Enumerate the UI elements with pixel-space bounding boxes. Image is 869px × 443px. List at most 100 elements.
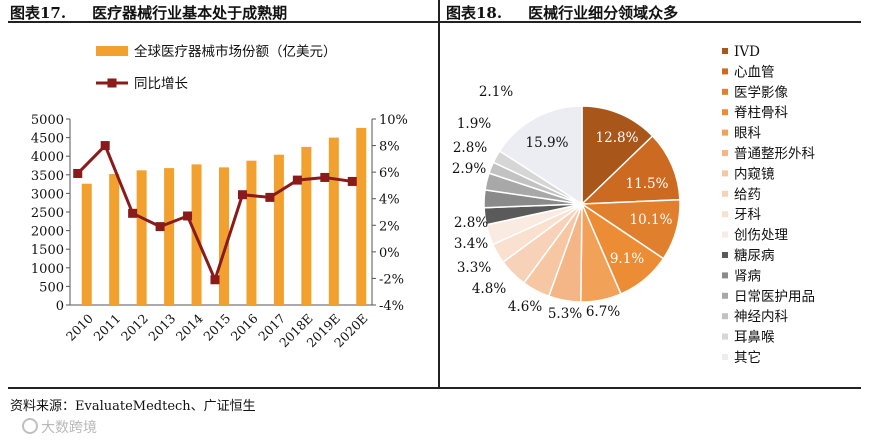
right-tick-label: -4%: [379, 299, 404, 314]
pie-value-label: 4.8%: [472, 281, 506, 297]
bar-2017: [273, 154, 284, 305]
legend-swatch-IVD: [722, 48, 728, 54]
figure18-title: 图表18. 医械行业细分领域众多: [446, 2, 678, 23]
legend-swatch-脊柱骨科: [722, 109, 728, 116]
legend-swatch-医学影像: [722, 88, 728, 95]
bar-2015: [219, 167, 229, 305]
legend-label-耳鼻喉: 耳鼻喉: [734, 329, 775, 346]
bar-2012: [136, 170, 147, 305]
bar-2018E: [301, 146, 312, 305]
pie-value-label: 4.6%: [508, 299, 542, 315]
pie-value-label: 2.1%: [479, 84, 513, 100]
left-tick-label: 3000: [31, 187, 64, 202]
legend-label-内窥镜: 内窥镜: [734, 165, 775, 182]
pie-value-label: 15.9%: [526, 135, 569, 151]
growth-point-2018E: [292, 175, 302, 185]
pie-value-label: 2.8%: [453, 140, 487, 156]
bar-2020E: [356, 127, 367, 305]
top-rule: [8, 21, 861, 23]
legend-line-marker: [107, 78, 117, 88]
pie-value-label: 11.5%: [626, 176, 669, 192]
pie-value-label: 3.4%: [454, 236, 488, 252]
right-tick-label: -2%: [379, 272, 404, 287]
left-tick-label: 0: [56, 299, 64, 314]
pie-value-label: 6.7%: [586, 304, 620, 320]
bar-2010: [81, 183, 92, 305]
growth-point-2019E: [320, 172, 330, 182]
growth-point-2015: [210, 275, 220, 285]
bar-2019E: [328, 137, 339, 305]
left-tick-label: 4500: [31, 132, 64, 147]
legend-swatch-牙科: [722, 211, 728, 218]
growth-point-2014: [183, 211, 193, 221]
figure17-title: 图表17. 医疗器械行业基本处于成熟期: [10, 2, 287, 23]
right-tick-label: 2%: [379, 219, 400, 234]
watermark-text: 大数跨境: [41, 420, 97, 436]
source-note: 资料来源：EvaluateMedtech、广证恒生: [10, 399, 256, 414]
pie-value-label: 2.8%: [454, 215, 488, 231]
legend-bar-label: 全球医疗器械市场份额（亿美元）: [134, 43, 337, 60]
legend-label-其它: 其它: [734, 349, 761, 366]
legend-label-眼科: 眼科: [734, 126, 762, 142]
figure17-number: 图表17.: [10, 4, 67, 22]
growth-point-2010: [73, 168, 83, 178]
left-tick-label: 2000: [31, 225, 64, 240]
pie-value-label: 12.8%: [596, 130, 639, 146]
x-tick-label: 2011: [90, 311, 123, 344]
legend-swatch-心血管: [722, 68, 728, 75]
legend-swatch-日常医护用品: [722, 292, 728, 299]
legend-swatch-神经内科: [722, 313, 728, 320]
x-tick-label: 2014: [173, 311, 206, 344]
legend-swatch-糖尿病: [722, 252, 728, 258]
legend-label-肾病: 肾病: [734, 268, 761, 284]
pie-value-label: 10.1%: [630, 212, 673, 228]
legend-bar-swatch: [96, 46, 128, 56]
x-tick-label: 2012: [118, 311, 151, 344]
left-tick-label: 2500: [31, 206, 64, 221]
x-tick-label: 2010: [63, 311, 96, 344]
bottom-rule: [8, 387, 861, 389]
right-tick-label: 4%: [379, 193, 400, 208]
growth-point-2013: [155, 222, 165, 232]
legend-label-心血管: 心血管: [734, 64, 775, 80]
legend-label-糖尿病: 糖尿病: [734, 248, 775, 264]
left-tick-label: 1000: [31, 262, 64, 277]
legend-label-脊柱骨科: 脊柱骨科: [734, 105, 788, 121]
legend-swatch-普通整形外科: [722, 150, 728, 156]
right-tick-label: 10%: [379, 113, 408, 128]
left-tick-label: 4000: [31, 150, 64, 165]
pie-value-label: 9.1%: [610, 251, 644, 267]
x-tick-label: 2016: [228, 311, 261, 344]
left-tick-label: 5000: [31, 113, 64, 128]
watermark: 大数跨境: [22, 417, 97, 437]
legend-swatch-创伤处理: [722, 231, 728, 238]
bar-2016: [246, 160, 257, 305]
legend-swatch-肾病: [722, 272, 728, 279]
legend-label-神经内科: 神经内科: [734, 309, 788, 325]
x-tick-label: 2013: [145, 311, 178, 344]
right-tick-label: 8%: [379, 140, 400, 155]
pie-slice-IVD: [581, 105, 654, 206]
legend-label-医学影像: 医学影像: [734, 85, 788, 101]
pie-value-label: 5.3%: [548, 306, 582, 322]
bar-2013: [164, 168, 175, 305]
watermark-logo-icon: [22, 418, 38, 434]
legend-swatch-耳鼻喉: [722, 333, 728, 340]
bar-2011: [109, 174, 120, 305]
right-tick-label: 0%: [379, 246, 400, 261]
legend-label-日常医护用品: 日常医护用品: [734, 289, 815, 305]
legend-swatch-其它: [722, 354, 728, 360]
legend-label-普通整形外科: 普通整形外科: [734, 146, 815, 162]
legend-label-创伤处理: 创伤处理: [734, 228, 788, 244]
figure17-title-text: 医疗器械行业基本处于成熟期: [92, 4, 288, 22]
growth-point-2012: [128, 208, 138, 218]
legend-swatch-内窥镜: [722, 170, 728, 177]
legend-label-给药: 给药: [734, 187, 761, 203]
growth-point-2020E: [347, 176, 357, 186]
legend-line-label: 同比增长: [134, 76, 188, 92]
growth-point-2016: [237, 190, 247, 200]
left-tick-label: 500: [39, 280, 64, 295]
panel-divider: [438, 0, 440, 389]
pie-value-label: 1.9%: [457, 116, 491, 132]
